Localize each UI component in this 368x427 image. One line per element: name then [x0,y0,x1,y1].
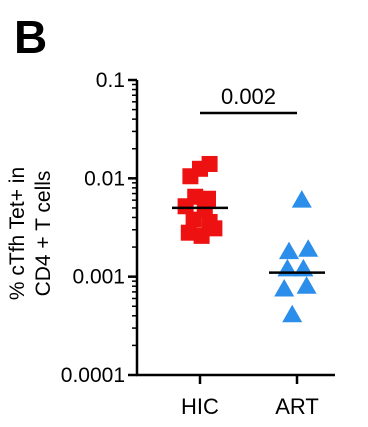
y-tick-label: 0.0001 [61,364,125,387]
y-tick-label: 0.1 [96,69,125,92]
panel-label: B [14,11,48,63]
x-tick-label: ART [275,394,319,419]
data-point-square [180,224,197,241]
data-points [177,155,319,323]
y-tick-label: 0.01 [84,167,125,190]
y-axis-label-line: % cTfh Tet+ in [6,167,29,300]
data-point-square [177,198,194,215]
x-category-labels: HIC ART [181,375,319,419]
data-point-triangle [296,276,317,294]
data-point-triangle [282,304,303,323]
y-axis-label-line: CD4 + T cells [32,171,55,297]
data-point-triangle [274,278,295,297]
data-point-triangle [291,190,312,208]
x-tick-label: HIC [181,394,219,419]
data-point-triangle [279,241,299,260]
median-lines [172,206,325,274]
y-tick-label: 0.001 [72,266,125,289]
data-point-square [185,211,202,228]
y-axis-label: % cTfh Tet+ in CD4 + T cells [6,167,55,300]
data-point-square [192,160,208,177]
y-ticks: 0.1 0.01 0.001 0.0001 [61,69,137,387]
significance-annotation: 0.002 [200,84,297,115]
axes [135,80,335,377]
p-value-label: 0.002 [221,84,276,109]
data-point-square [206,220,223,237]
data-point-square [193,227,210,244]
data-point-triangle [298,239,319,257]
